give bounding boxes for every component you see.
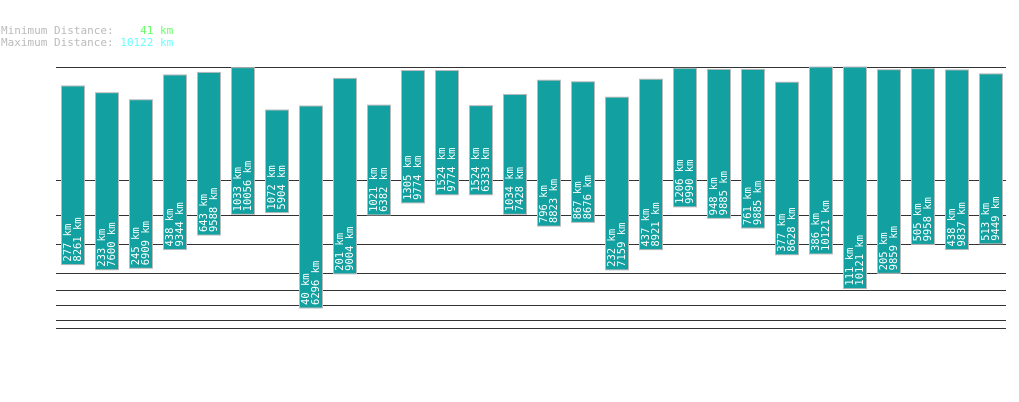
min-label: 796 km (538, 185, 550, 223)
min-label: 1524 km (470, 148, 482, 192)
range-bar (435, 70, 459, 196)
range-bar (265, 109, 289, 214)
min-label: 233 km (96, 229, 108, 267)
min-distance-value: 41 km (140, 24, 174, 37)
range-bar (299, 105, 323, 309)
range-bar (945, 69, 969, 251)
range-bar (503, 93, 527, 215)
range-bar (843, 66, 867, 290)
min-label: 513 km (980, 203, 992, 241)
max-label: 7600 km (106, 222, 118, 266)
range-bar (61, 85, 85, 266)
max-label: 10121 km (854, 235, 866, 286)
range-bar (95, 92, 119, 271)
min-label: 232 km (606, 229, 618, 267)
min-distance-label: Minimum Distance: (1, 24, 114, 37)
range-bar (231, 67, 255, 215)
min-label: 1033 km (232, 167, 244, 211)
max-label: 8676 km (582, 175, 594, 219)
min-distance-row: Minimum Distance: 41 km (1, 25, 173, 37)
range-bar (367, 104, 391, 216)
max-label: 9588 km (208, 188, 220, 232)
min-label: 201 km (334, 233, 346, 271)
min-label: 111 km (844, 248, 856, 286)
max-label: 8628 km (786, 207, 798, 251)
max-distance-value: 10122 km (120, 36, 174, 49)
range-bar (129, 99, 153, 269)
min-label: 1206 km (674, 160, 686, 204)
max-label: 9774 km (412, 156, 424, 200)
max-label: 9344 km (174, 202, 186, 246)
range-bar (775, 81, 799, 256)
range-bar (809, 66, 833, 255)
range-bar (979, 73, 1003, 245)
min-label: 1305 km (402, 156, 414, 200)
min-label: 245 km (130, 227, 142, 265)
range-bar (571, 81, 595, 223)
min-label: 277 km (62, 224, 74, 262)
max-label: 9885 km (752, 181, 764, 225)
range-bar (197, 71, 221, 236)
range-bar (333, 77, 357, 275)
range-bar (605, 96, 629, 271)
min-label: 438 km (946, 209, 958, 247)
min-label: 386 km (810, 213, 822, 251)
max-label: 9958 km (922, 197, 934, 241)
max-label: 9774 km (446, 148, 458, 192)
max-label: 7159 km (616, 223, 628, 267)
max-label: 9004 km (344, 227, 356, 271)
max-label: 9885 km (718, 171, 730, 215)
range-bar (877, 69, 901, 274)
max-label: 8261 km (72, 217, 84, 261)
range-bar (537, 79, 561, 227)
min-label: 377 km (776, 214, 788, 252)
max-label: 9859 km (888, 226, 900, 270)
max-label: 10056 km (242, 161, 254, 212)
range-bar (673, 67, 697, 208)
max-label: 9837 km (956, 202, 968, 246)
min-label: 643 km (198, 194, 210, 232)
range-bar (707, 68, 731, 219)
min-label: 867 km (572, 181, 584, 219)
min-label: 505 km (912, 203, 924, 241)
range-bar (639, 78, 663, 251)
min-label: 205 km (878, 232, 890, 270)
min-label: 1021 km (368, 168, 380, 212)
min-label: 437 km (640, 209, 652, 247)
min-label: 40 km (300, 273, 312, 305)
range-bar (401, 70, 425, 204)
max-label: 9449 km (990, 197, 1002, 241)
min-label: 1034 km (504, 167, 516, 211)
max-label: 8823 km (548, 179, 560, 223)
max-label: 8921 km (650, 202, 662, 246)
range-bar (741, 68, 765, 229)
range-bar (911, 68, 935, 245)
min-label: 948 km (708, 177, 720, 215)
min-label: 1524 km (436, 148, 448, 192)
max-distance-label: Maximum Distance: (1, 36, 114, 49)
min-label: 1072 km (266, 165, 278, 209)
min-label: 438 km (164, 209, 176, 247)
max-label: 10121 km (820, 200, 832, 251)
max-label: 6296 km (310, 261, 322, 305)
max-label: 6382 km (378, 168, 390, 212)
max-label: 5904 km (276, 165, 288, 209)
max-label: 6333 km (480, 148, 492, 192)
min-label: 761 km (742, 187, 754, 225)
range-bar (469, 105, 493, 196)
range-bar (163, 74, 187, 251)
max-label: 7428 km (514, 167, 526, 211)
max-label: 6909 km (140, 221, 152, 265)
max-label: 9990 km (684, 160, 696, 204)
max-distance-row: Maximum Distance: 10122 km (1, 37, 173, 49)
